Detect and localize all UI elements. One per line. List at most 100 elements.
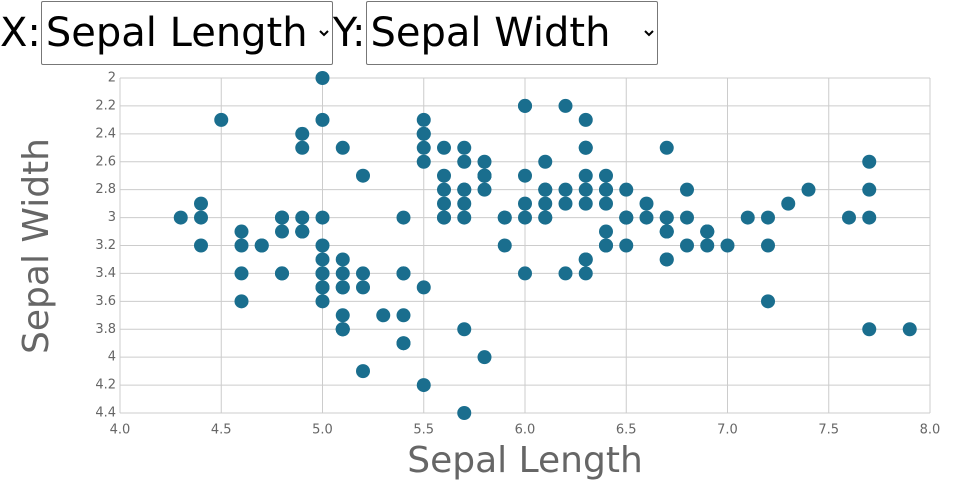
point	[477, 154, 492, 169]
point	[558, 266, 573, 281]
point	[578, 182, 593, 197]
x-tick-label: 5.5	[413, 423, 434, 438]
y-tick-label: 2	[108, 71, 116, 86]
point	[376, 308, 391, 323]
point	[761, 294, 775, 309]
point	[862, 210, 877, 225]
point	[234, 238, 249, 253]
point	[194, 196, 208, 211]
y-select[interactable]: Sepal Width	[365, 1, 658, 65]
y-tick-label: 3.2	[95, 238, 116, 253]
point	[477, 350, 492, 365]
point	[315, 238, 330, 253]
point	[295, 224, 310, 239]
point	[599, 168, 613, 183]
point	[437, 168, 451, 183]
y-tick-label: 2.2	[95, 98, 116, 113]
y-tick-label: 2.4	[95, 126, 116, 141]
point	[315, 294, 330, 309]
point	[740, 210, 755, 225]
point	[761, 238, 775, 253]
point	[416, 378, 431, 393]
point	[356, 364, 370, 379]
point	[335, 280, 350, 295]
point	[416, 154, 431, 169]
point	[234, 294, 249, 309]
point	[619, 238, 634, 253]
point	[457, 182, 472, 197]
y-tick-label: 2.8	[95, 182, 116, 197]
point	[416, 140, 431, 155]
point	[518, 196, 532, 211]
point	[335, 252, 350, 267]
point	[558, 182, 573, 197]
y-tick-label: 4.2	[95, 378, 116, 393]
y-tick-label: 4.4	[95, 406, 116, 421]
point	[842, 210, 856, 225]
x-tick-label: 8.0	[920, 423, 941, 438]
x-tick-label: 5.0	[312, 423, 333, 438]
point	[599, 238, 613, 253]
point	[680, 182, 694, 197]
point	[518, 266, 532, 281]
point	[396, 308, 411, 323]
x-tick-label: 7.5	[818, 423, 839, 438]
y-tick-label: 3.6	[95, 294, 116, 309]
point	[356, 280, 370, 295]
point	[315, 210, 330, 225]
point	[578, 196, 593, 211]
point	[538, 182, 553, 197]
point	[315, 266, 330, 281]
point	[173, 210, 188, 225]
y-label: Y:	[332, 10, 366, 56]
point	[639, 196, 654, 211]
point	[295, 140, 310, 155]
point	[862, 322, 877, 337]
point	[234, 224, 249, 239]
point	[659, 252, 674, 267]
point	[538, 154, 553, 169]
point	[437, 210, 451, 225]
point	[437, 182, 451, 197]
point	[599, 182, 613, 197]
point	[396, 336, 411, 351]
y-tick-label: 3	[108, 210, 116, 225]
x-select[interactable]: Sepal Length	[40, 1, 333, 65]
point	[659, 140, 674, 155]
point	[477, 182, 492, 197]
point	[680, 210, 694, 225]
point	[639, 210, 654, 225]
x-tick-label: 6.5	[616, 423, 637, 438]
point	[315, 252, 330, 267]
x-label: X:	[0, 10, 41, 56]
point	[315, 112, 330, 127]
point	[335, 140, 350, 155]
point	[194, 210, 208, 225]
point	[578, 266, 593, 281]
point	[295, 210, 310, 225]
point	[862, 182, 877, 197]
y-tick-label: 2.6	[95, 154, 116, 169]
point	[457, 154, 472, 169]
point	[862, 154, 877, 169]
point	[518, 168, 532, 183]
point	[437, 196, 451, 211]
point	[801, 182, 816, 197]
point	[254, 238, 269, 253]
point	[457, 140, 472, 155]
point	[416, 280, 431, 295]
point	[457, 210, 472, 225]
x-tick-label: 7.0	[717, 423, 738, 438]
point	[761, 210, 775, 225]
point	[578, 252, 593, 267]
point	[457, 406, 472, 420]
point	[457, 322, 472, 337]
x-tick-label: 4.0	[110, 423, 131, 438]
point	[335, 308, 350, 323]
y-axis-title: Sepal Width	[16, 138, 57, 354]
point	[315, 280, 330, 295]
point	[275, 266, 289, 281]
point	[234, 266, 249, 281]
